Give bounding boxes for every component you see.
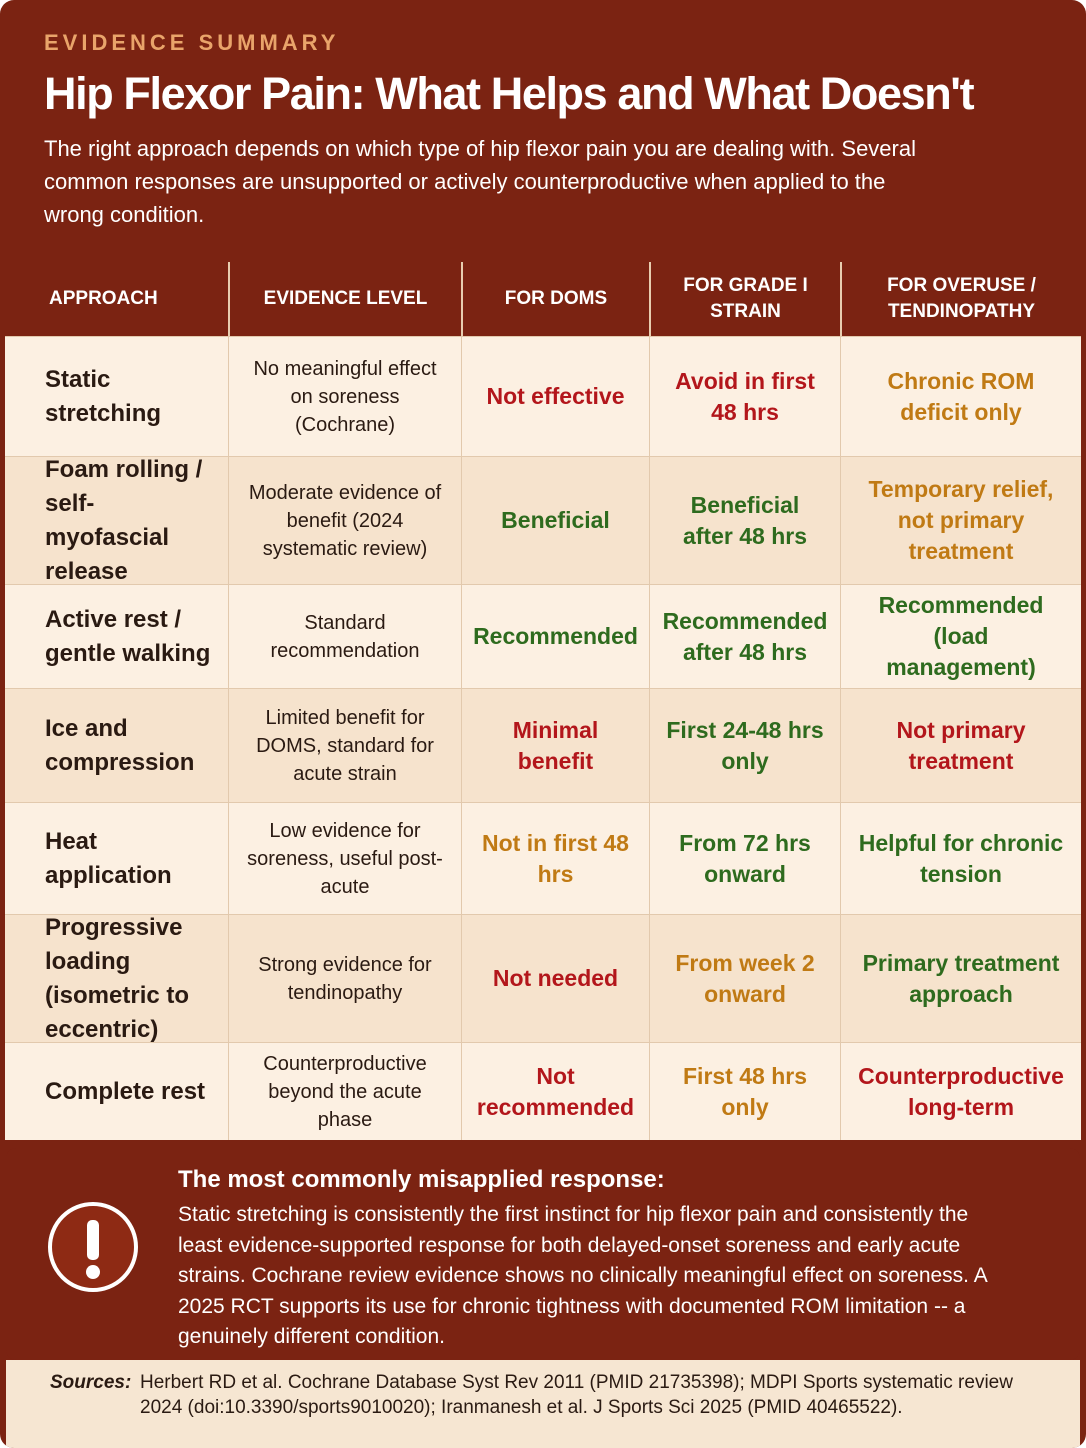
sources-label: Sources: <box>50 1372 132 1393</box>
outcome-cell: Recommended <box>461 584 649 688</box>
outcome-cell: Primary treatment approach <box>840 914 1081 1042</box>
outcome-cell: Beneficial <box>461 456 649 584</box>
sources-text: Herbert RD et al. Cochrane Database Syst… <box>140 1372 1013 1418</box>
outcome-cell: Not primary treatment <box>840 688 1081 802</box>
callout-title: The most commonly misapplied response: <box>178 1166 665 1193</box>
subtitle: The right approach depends on which type… <box>44 136 916 227</box>
callout: The most commonly misapplied response: S… <box>6 1148 1080 1360</box>
outcome-cell: From week 2 onward <box>649 914 840 1042</box>
approach-cell: Static stretching <box>5 336 228 456</box>
outcome-cell: Recommended after 48 hrs <box>649 584 840 688</box>
callout-body: Static stretching is consistently the fi… <box>178 1203 987 1348</box>
evidence-cell: Moderate evidence of benefit (2024 syste… <box>228 456 461 584</box>
eyebrow: EVIDENCE SUMMARY <box>44 30 340 55</box>
outcome-cell: Not recommended <box>461 1042 649 1140</box>
outcome-cell: Counterproductive long-term <box>840 1042 1081 1140</box>
evidence-cell: Limited benefit for DOMS, standard for a… <box>228 688 461 802</box>
sources: Sources: Herbert RD et al. Cochrane Data… <box>6 1360 1080 1448</box>
approach-cell: Progressive loading (isometric to eccent… <box>5 914 228 1043</box>
evidence-cell: Strong evidence for tendinopathy <box>228 914 461 1042</box>
outcome-cell: Beneficial after 48 hrs <box>649 456 840 584</box>
outcome-cell: Recommended (load management) <box>840 584 1081 688</box>
comparison-table: APPROACH EVIDENCE LEVEL FOR DOMS FOR GRADE … <box>5 262 1081 1140</box>
approach-cell: Foam rolling / self-myofascial release <box>5 456 228 585</box>
outcome-cell: First 48 hrs only <box>649 1042 840 1140</box>
outcome-cell: First 24-48 hrs only <box>649 688 840 802</box>
outcome-cell: Not needed <box>461 914 649 1042</box>
outcome-cell: Chronic ROM deficit only <box>840 336 1081 456</box>
warning-icon <box>48 1202 138 1292</box>
header: EVIDENCE SUMMARY Hip Flexor Pain: What H… <box>0 0 1086 258</box>
column-header: FOR GRADE I STRAIN <box>649 262 840 336</box>
outcome-cell: Temporary relief, not primary treatment <box>840 456 1081 584</box>
evidence-cell: Standard recommendation <box>228 584 461 688</box>
column-header: APPROACH <box>49 288 158 309</box>
approach-cell: Ice and compression <box>5 688 228 802</box>
outcome-cell: Not in first 48 hrs <box>461 802 649 914</box>
title: Hip Flexor Pain: What Helps and What Doe… <box>44 68 975 119</box>
evidence-cell: Low evidence for soreness, useful post-a… <box>228 802 461 914</box>
approach-cell: Complete rest <box>5 1042 228 1140</box>
evidence-cell: Counterproductive beyond the acute phase <box>228 1042 461 1140</box>
approach-cell: Active rest / gentle walking <box>5 584 228 688</box>
column-header: FOR OVERUSE / TENDINOPATHY <box>840 262 1081 336</box>
outcome-cell: Avoid in first 48 hrs <box>649 336 840 456</box>
outcome-cell: From 72 hrs onward <box>649 802 840 914</box>
outcome-cell: Helpful for chronic tension <box>840 802 1081 914</box>
approach-cell: Heat application <box>5 802 228 914</box>
column-header: FOR DOMS <box>461 262 649 336</box>
evidence-cell: No meaningful effect on soreness (Cochra… <box>228 336 461 456</box>
outcome-cell: Minimal benefit <box>461 688 649 802</box>
column-header: EVIDENCE LEVEL <box>228 262 461 336</box>
outcome-cell: Not effective <box>461 336 649 456</box>
